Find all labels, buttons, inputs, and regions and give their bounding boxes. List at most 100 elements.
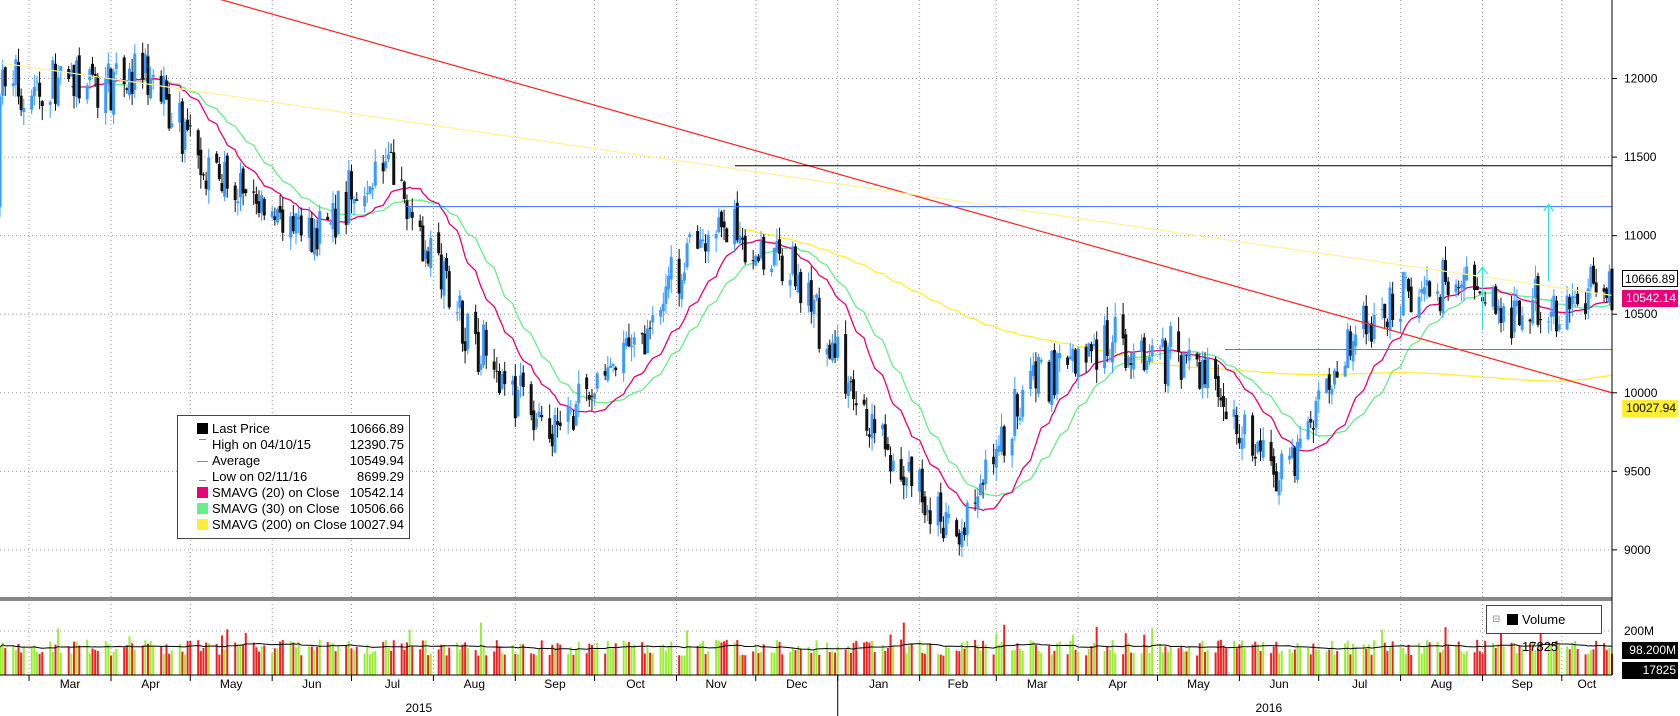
volume-bar (1106, 645, 1109, 675)
candle-body (1425, 280, 1429, 286)
volume-bar (530, 653, 533, 675)
volume-bar (1140, 653, 1143, 675)
candle-body (1103, 325, 1107, 369)
trendline (220, 0, 1613, 394)
candle-body (1214, 359, 1218, 379)
volume-bar (1589, 650, 1592, 675)
volume-bar (1328, 649, 1331, 675)
volume-bar (1270, 653, 1273, 675)
candle-body (799, 271, 803, 304)
candle-body (923, 496, 927, 516)
volume-bar (1476, 639, 1479, 675)
volume-bar (688, 646, 691, 675)
volume-bar (1085, 655, 1088, 675)
candle-body (741, 237, 745, 240)
legend-swatch (1507, 614, 1518, 625)
volume-bar (1293, 649, 1296, 675)
candle-body (910, 456, 914, 487)
candle-body (788, 280, 792, 286)
volume-bar (1262, 641, 1265, 675)
volume-bar (736, 640, 739, 675)
volume-bar (892, 646, 895, 675)
candle-body (1592, 265, 1596, 284)
volume-bar (503, 654, 506, 675)
volume-bar (662, 644, 665, 675)
volume-bar (1169, 646, 1172, 675)
candle-body (1475, 286, 1479, 291)
volume-bar (1315, 649, 1318, 675)
candle-body (93, 73, 97, 77)
candle-body (310, 218, 314, 253)
candle-body (780, 255, 784, 282)
candle-body (88, 69, 92, 81)
volume-bar (1587, 653, 1590, 675)
candle-body (1261, 440, 1265, 458)
candle-body (1533, 279, 1537, 298)
candle-body (30, 95, 34, 110)
candle-body (870, 413, 874, 439)
candle-body (1142, 337, 1146, 371)
volume-avg-tag: 98.200M (1622, 642, 1678, 659)
volume-bar (1278, 653, 1281, 675)
y-tick-label: 11000 (1624, 229, 1657, 243)
volume-bar (197, 640, 200, 675)
candle-body (1177, 331, 1181, 353)
candle-body (1459, 284, 1463, 288)
candle-body (141, 52, 145, 80)
volume-bar (181, 651, 184, 675)
volume-bar (199, 651, 202, 675)
candle-body (32, 87, 36, 97)
volume-bar (1595, 640, 1598, 675)
candle-body (817, 297, 821, 349)
candle-body (143, 54, 147, 74)
candle-body (873, 419, 877, 434)
volume-bar (0, 647, 1, 675)
volume-bar (929, 643, 932, 675)
volume-bar (168, 653, 171, 675)
candle-body (756, 256, 760, 262)
volume-bar (485, 655, 488, 675)
candle-body (1330, 389, 1334, 395)
volume-bar (205, 642, 208, 675)
volume-bar (1513, 642, 1516, 675)
candle-body (1478, 291, 1482, 294)
volume-bar (292, 642, 295, 675)
sma-200-line (737, 226, 1613, 382)
candle-body (299, 215, 303, 236)
collapse-icon[interactable]: ⊟ (1492, 614, 1501, 625)
volume-bar (1605, 650, 1608, 675)
candle-body (423, 249, 427, 260)
candle-body (1409, 286, 1413, 312)
candle-body (207, 157, 211, 191)
axes (0, 0, 1617, 676)
y-tick-label: 10500 (1624, 307, 1658, 321)
volume-bar (411, 646, 414, 675)
volume-bar (572, 654, 575, 675)
candle-body (1298, 438, 1302, 448)
candle-body (289, 216, 293, 238)
volume-bar (313, 650, 316, 675)
candle-body (722, 221, 726, 228)
candle-body (1224, 411, 1228, 419)
candle-body (791, 246, 795, 275)
candle-body (1422, 287, 1426, 295)
volume-bar (1050, 654, 1053, 675)
volume-bar (1013, 649, 1016, 675)
x-month-label: Feb (948, 677, 969, 691)
x-month-label: Jul (385, 677, 400, 691)
volume-bar (963, 648, 966, 675)
candle-body (1385, 321, 1389, 328)
candle-body (796, 274, 800, 293)
candle-body (1126, 357, 1130, 366)
volume-bar (754, 646, 757, 675)
volume-bar (252, 642, 255, 675)
candle-body (1520, 315, 1524, 330)
candle-body (836, 336, 840, 358)
volume-bar (1071, 634, 1074, 675)
candle-body (336, 190, 340, 234)
candle-body (1055, 353, 1059, 394)
volume-bar (1367, 644, 1370, 675)
candle-body (1441, 259, 1445, 314)
volume-bar (532, 654, 535, 675)
x-month-label: Dec (786, 677, 807, 691)
